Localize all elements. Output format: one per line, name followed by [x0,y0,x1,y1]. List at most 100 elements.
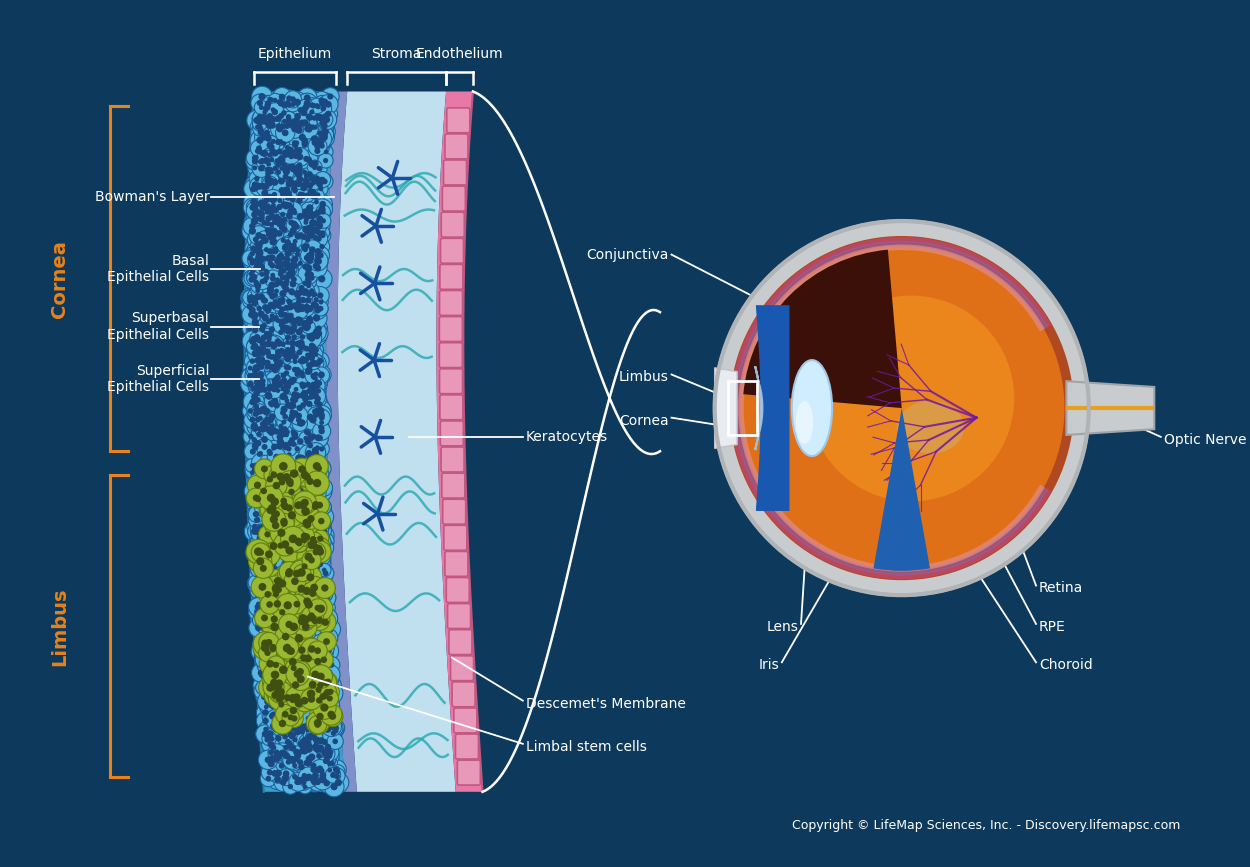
Circle shape [261,297,268,303]
Circle shape [265,166,270,173]
Circle shape [255,231,275,251]
Circle shape [298,223,312,238]
Circle shape [284,692,298,707]
Circle shape [274,710,289,725]
Circle shape [302,137,308,142]
Circle shape [259,338,265,345]
Circle shape [309,551,324,565]
Circle shape [251,344,258,349]
Circle shape [296,631,311,645]
Circle shape [276,157,292,173]
Circle shape [295,459,302,465]
Circle shape [280,694,288,701]
Circle shape [275,544,282,552]
Circle shape [301,601,308,608]
Circle shape [311,103,316,108]
Circle shape [311,504,319,510]
Circle shape [256,648,275,667]
Circle shape [281,109,296,125]
Circle shape [253,207,259,214]
Circle shape [268,735,272,740]
Circle shape [288,606,294,611]
Circle shape [300,508,321,530]
Circle shape [276,537,282,544]
Circle shape [250,361,266,376]
Circle shape [288,517,304,532]
Circle shape [251,86,272,108]
Circle shape [289,536,302,550]
Circle shape [256,148,262,153]
Circle shape [280,526,305,551]
Circle shape [261,566,268,572]
Circle shape [279,720,286,727]
Circle shape [261,157,276,171]
Circle shape [278,280,295,298]
Circle shape [312,564,320,571]
Circle shape [299,748,304,754]
Circle shape [295,535,310,549]
Circle shape [249,225,269,245]
Circle shape [290,413,296,420]
Circle shape [250,555,265,570]
Circle shape [246,199,260,213]
Circle shape [292,482,309,498]
Circle shape [312,263,320,270]
Circle shape [282,642,288,648]
Circle shape [291,733,312,754]
Circle shape [315,420,329,435]
Circle shape [271,386,278,392]
Circle shape [310,538,318,545]
Circle shape [321,218,326,224]
Circle shape [312,449,319,456]
Circle shape [306,171,325,191]
Circle shape [264,270,270,275]
Circle shape [289,174,309,193]
Circle shape [316,166,322,171]
Circle shape [296,601,312,616]
Circle shape [258,691,278,712]
Circle shape [302,264,309,270]
Circle shape [266,534,282,550]
Circle shape [276,310,296,330]
Circle shape [279,348,296,364]
Circle shape [276,252,296,273]
Circle shape [286,759,291,765]
Circle shape [270,531,289,551]
Circle shape [274,381,280,388]
Circle shape [314,459,330,476]
Circle shape [310,647,328,664]
Circle shape [251,284,265,297]
Circle shape [251,349,259,357]
Circle shape [310,510,315,515]
Circle shape [321,635,335,649]
Circle shape [301,689,316,705]
Circle shape [286,136,304,154]
Circle shape [279,612,286,620]
Circle shape [281,171,299,188]
Circle shape [270,619,276,625]
Circle shape [272,364,278,369]
Circle shape [275,674,295,693]
Circle shape [251,303,271,324]
Circle shape [278,715,285,721]
Circle shape [318,608,338,629]
Circle shape [295,673,310,688]
Circle shape [281,749,299,767]
Circle shape [261,615,268,622]
Circle shape [281,549,300,567]
Circle shape [291,475,297,481]
Circle shape [254,517,260,523]
Circle shape [300,572,314,586]
Circle shape [262,204,269,210]
Circle shape [301,212,308,218]
Circle shape [306,714,320,729]
Circle shape [285,659,302,677]
Circle shape [320,665,340,685]
Circle shape [299,749,320,770]
Circle shape [264,655,269,662]
Circle shape [280,329,296,345]
Circle shape [269,563,289,582]
Circle shape [268,211,286,229]
Circle shape [279,462,288,471]
Circle shape [274,758,290,774]
